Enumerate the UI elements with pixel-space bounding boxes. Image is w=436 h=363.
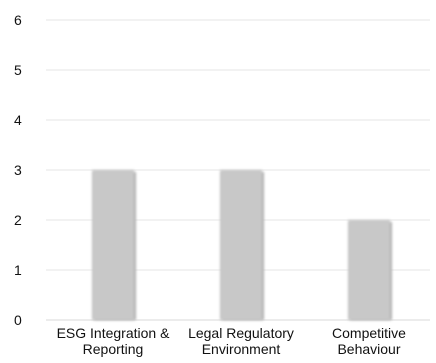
y-tick-label: 3 — [14, 162, 22, 178]
x-category-label: Competitive Behaviour — [332, 325, 406, 357]
x-category-label-line: Legal Regulatory — [188, 325, 294, 341]
y-tick-label: 2 — [14, 212, 22, 228]
bar-group — [348, 220, 392, 320]
x-category-label-line: ESG Integration & — [57, 325, 171, 341]
y-tick-labels: 0 1 2 3 4 5 6 — [14, 12, 22, 328]
bar-group — [220, 170, 264, 320]
bar — [92, 170, 134, 320]
x-category-label: Legal Regulatory Environment — [188, 325, 294, 357]
y-tick-label: 1 — [14, 262, 22, 278]
x-category-labels: ESG Integration & Reporting Legal Regulato… — [57, 325, 407, 357]
y-tick-label: 4 — [14, 112, 22, 128]
x-category-label-line: Competitive — [332, 325, 406, 341]
y-tick-label: 0 — [14, 312, 22, 328]
y-tick-label: 5 — [14, 62, 22, 78]
x-category-label: ESG Integration & Reporting — [57, 325, 171, 357]
x-category-label-line: Environment — [202, 341, 281, 357]
bars — [92, 170, 392, 320]
bar — [348, 220, 390, 320]
x-category-label-line: Reporting — [83, 341, 144, 357]
y-tick-label: 6 — [14, 12, 22, 28]
bar-group — [92, 170, 136, 320]
x-category-label-line: Behaviour — [337, 341, 400, 357]
bar — [220, 170, 262, 320]
